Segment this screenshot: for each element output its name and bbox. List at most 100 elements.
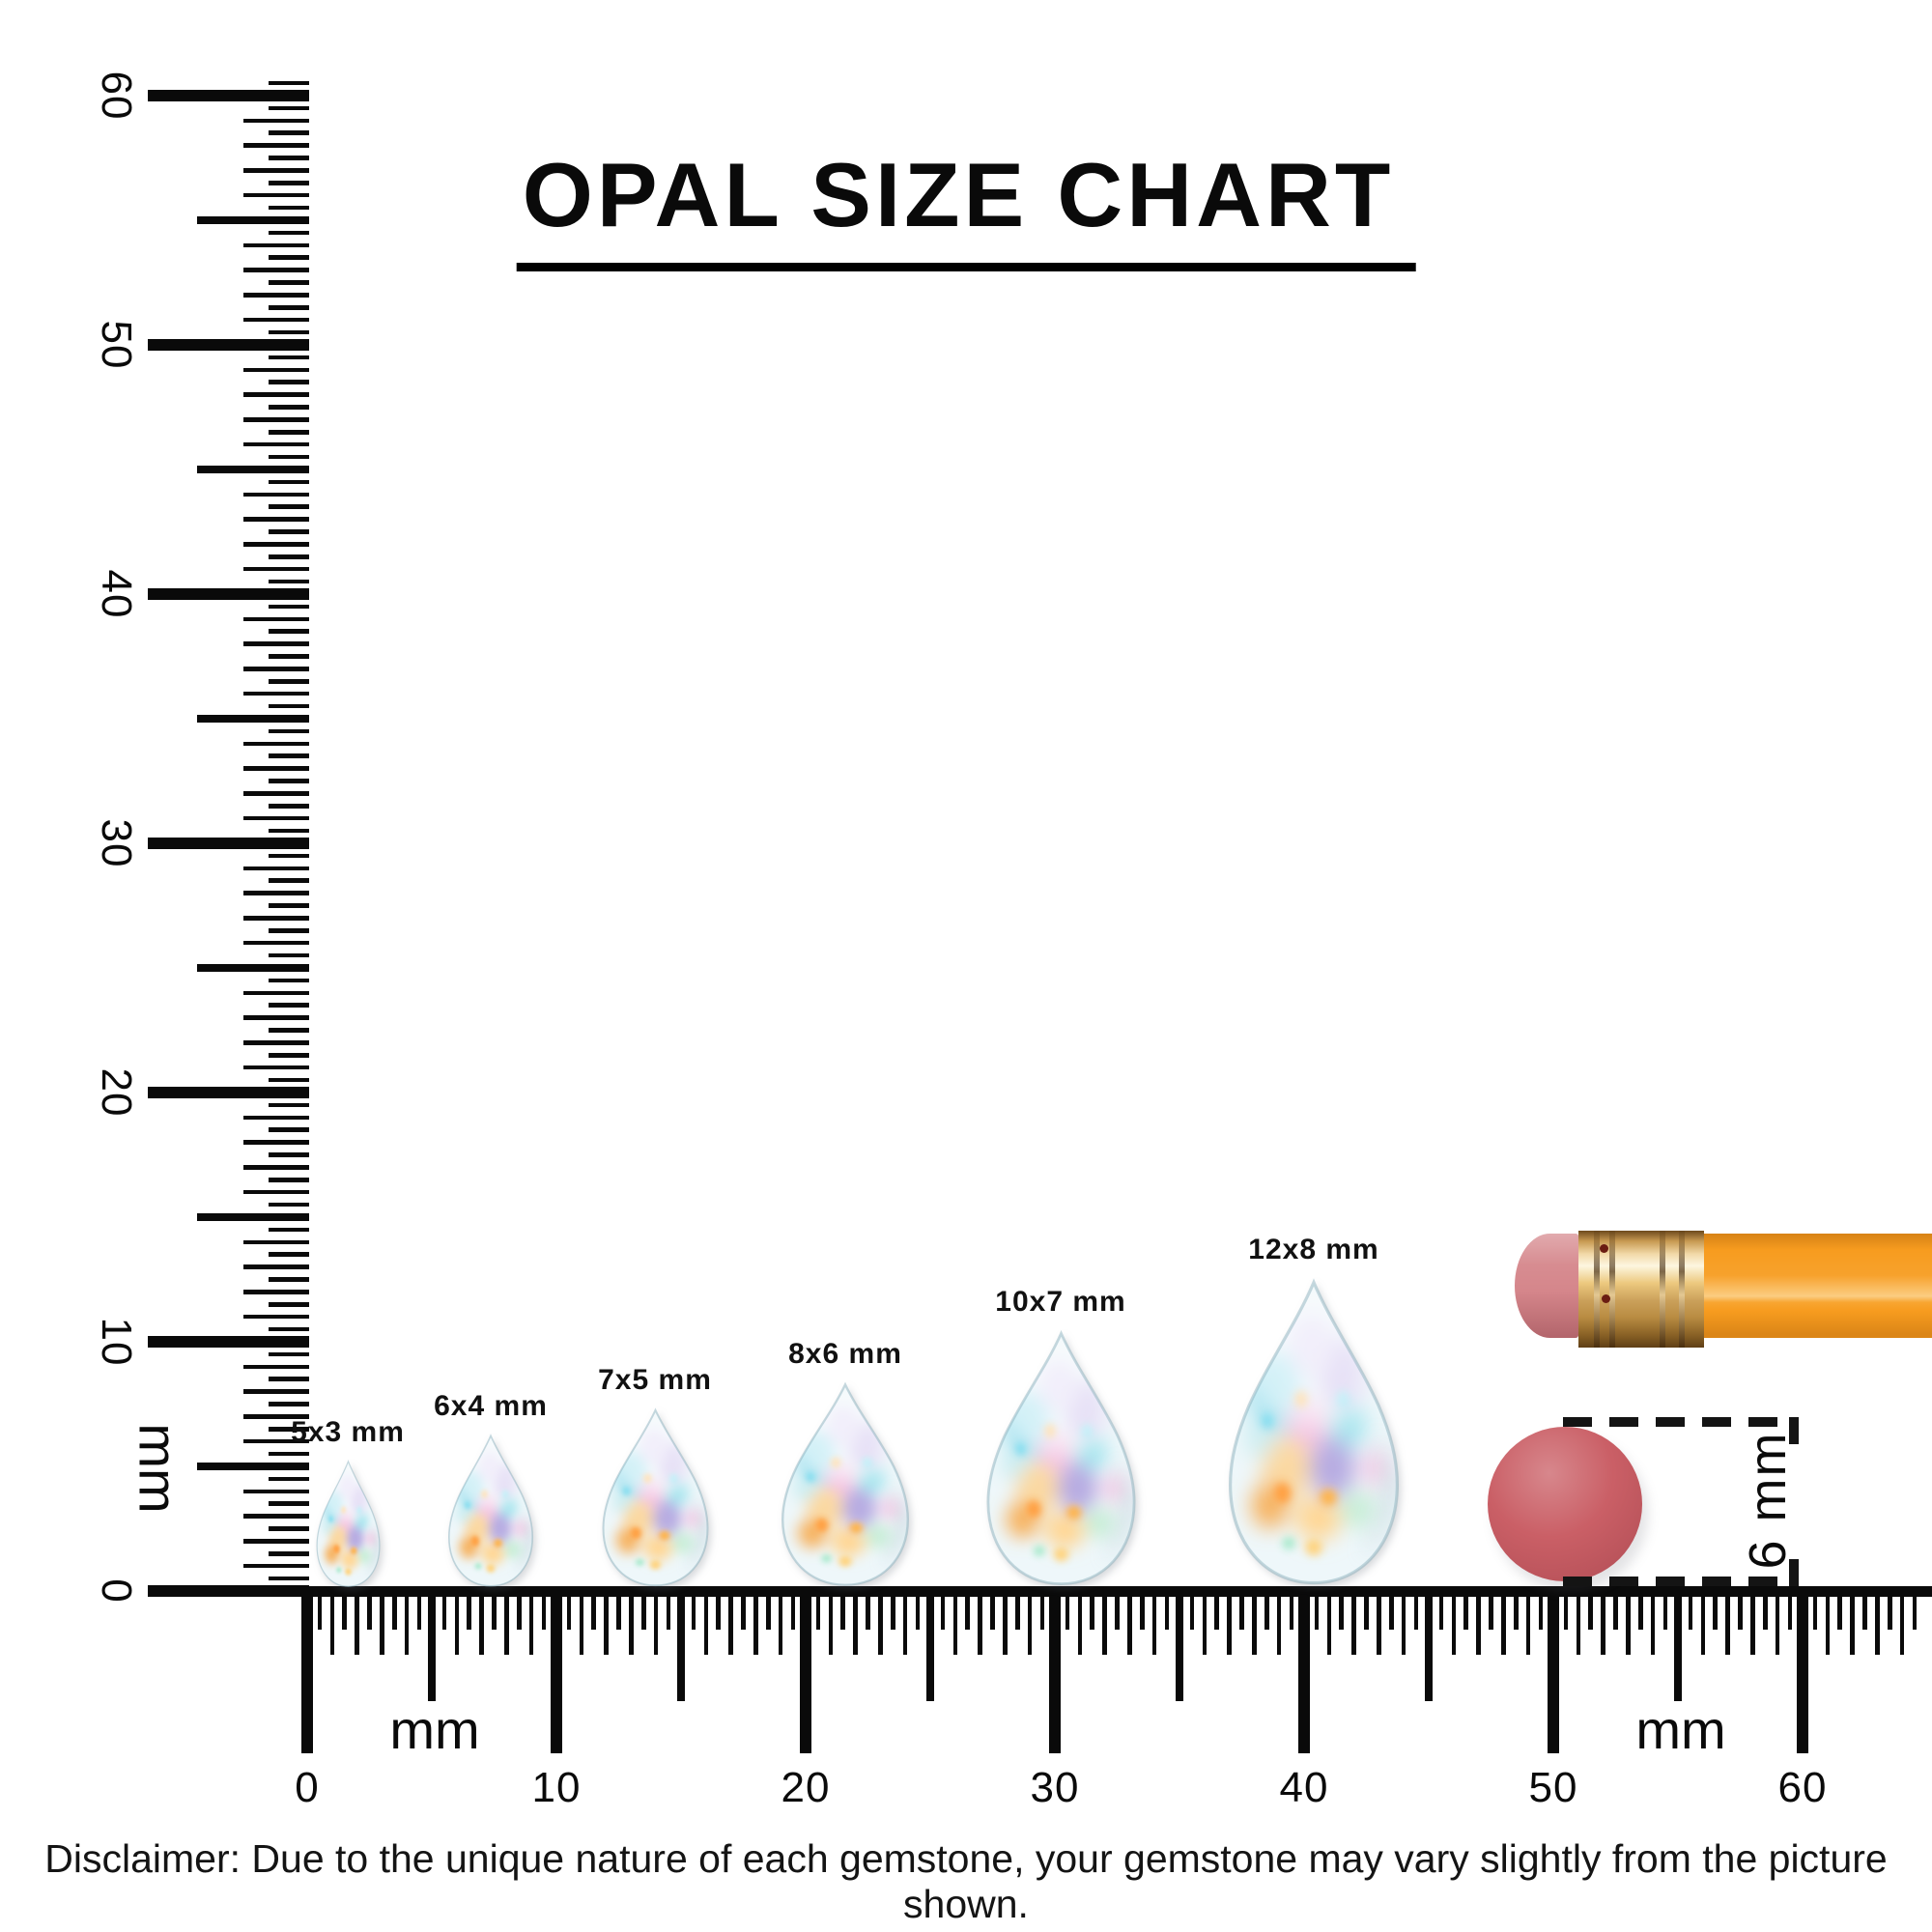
h-ruler-tick (1202, 1589, 1208, 1655)
h-ruler-tick (1289, 1589, 1294, 1630)
v-ruler-tick (269, 1526, 309, 1531)
h-ruler-tick (1601, 1589, 1605, 1655)
h-ruler-tick (1298, 1589, 1310, 1753)
h-ruler-tick (1401, 1589, 1406, 1655)
h-ruler-number: 60 (1777, 1764, 1828, 1811)
pencil-ferrule-icon (1578, 1231, 1704, 1348)
v-ruler-number: 60 (93, 71, 140, 121)
h-ruler-tick (1812, 1589, 1818, 1630)
v-ruler-number: 10 (93, 1317, 140, 1367)
v-ruler-tick (243, 1539, 309, 1544)
h-ruler-tick (1276, 1589, 1282, 1655)
v-ruler-tick (243, 1489, 309, 1494)
v-ruler-tick (269, 105, 309, 111)
h-ruler-number: 0 (295, 1764, 320, 1811)
h-ruler-tick (926, 1589, 934, 1701)
v-ruler-tick (243, 242, 309, 248)
v-ruler-tick (243, 691, 309, 696)
v-ruler-tick (243, 542, 309, 547)
opal-6x4: 6x4 mm (434, 1390, 547, 1589)
h-ruler-tick (392, 1589, 397, 1630)
v-ruler-tick (243, 1140, 309, 1145)
v-ruler-tick (148, 588, 309, 600)
h-ruler-tick (703, 1589, 709, 1655)
v-ruler-tick (269, 952, 309, 958)
disclaimer-text: Disclaimer: Due to the unique nature of … (44, 1836, 1888, 1926)
h-ruler-number: 40 (1279, 1764, 1329, 1811)
v-ruler-tick (197, 466, 309, 473)
h-ruler-tick (551, 1589, 562, 1753)
h-ruler-tick (1389, 1589, 1394, 1630)
v-ruler-tick (269, 1077, 309, 1083)
circle-diameter-label: 6 mm (1739, 1431, 1797, 1570)
v-ruler-tick (269, 230, 309, 236)
v-ruler-tick (148, 1087, 309, 1098)
h-ruler-tick (416, 1589, 422, 1630)
h-ruler-tick (853, 1589, 858, 1655)
v-ruler-tick (269, 1053, 309, 1058)
v-ruler-tick (269, 728, 309, 734)
h-ruler-tick (1377, 1589, 1381, 1655)
v-ruler-tick (269, 255, 309, 260)
h-ruler-tick (301, 1589, 313, 1753)
h-ruler-tick (866, 1589, 870, 1630)
h-ruler-tick (1176, 1589, 1183, 1701)
h-ruler-number: 10 (531, 1764, 582, 1811)
h-ruler-tick (1102, 1589, 1107, 1655)
h-ruler-tick (653, 1589, 659, 1655)
v-ruler-tick (269, 903, 309, 908)
h-ruler-tick (915, 1589, 921, 1630)
h-ruler-tick (1151, 1589, 1157, 1655)
h-ruler-tick (1413, 1589, 1419, 1630)
h-ruler-tick (1425, 1589, 1433, 1701)
v-ruler-tick (243, 1189, 309, 1195)
h-ruler-tick (317, 1589, 323, 1630)
h-ruler-tick (1003, 1589, 1008, 1655)
v-ruler-tick (243, 168, 309, 173)
h-ruler-tick (1888, 1589, 1892, 1630)
v-ruler-tick (243, 741, 309, 747)
ferrule-rivet-dot (1602, 1294, 1610, 1303)
h-ruler-tick (367, 1589, 372, 1630)
v-ruler-tick (269, 1277, 309, 1282)
v-ruler-tick (148, 1585, 309, 1597)
v-ruler-tick (243, 990, 309, 996)
v-ruler-tick (269, 1451, 309, 1457)
v-ruler-tick (269, 1402, 309, 1406)
v-ruler-tick (197, 1463, 309, 1470)
opal-7x5: 7x5 mm (590, 1364, 721, 1589)
h-ruler-tick (428, 1589, 436, 1701)
h-ruler-tick (1501, 1589, 1506, 1655)
h-ruler-tick (1862, 1589, 1867, 1630)
v-ruler-tick (243, 1290, 309, 1294)
h-ruler-tick (1525, 1589, 1531, 1655)
v-ruler-tick (148, 339, 309, 351)
h-ruler-tick (1738, 1589, 1743, 1630)
h-ruler-tick (1662, 1589, 1668, 1630)
v-ruler-tick (243, 417, 309, 422)
ferrule-crimp-ring (1594, 1231, 1600, 1348)
h-ruler-tick (978, 1589, 982, 1655)
h-ruler-tick (1613, 1589, 1618, 1630)
v-ruler-tick (269, 504, 309, 509)
h-ruler-tick (1912, 1589, 1918, 1630)
v-ruler-tick (269, 80, 309, 86)
v-ruler-tick (243, 1115, 309, 1121)
h-ruler-tick (766, 1589, 771, 1630)
v-ruler-tick (269, 604, 309, 610)
h-ruler-tick (528, 1589, 534, 1655)
v-ruler-tick (269, 1178, 309, 1182)
v-ruler-tick (269, 878, 309, 883)
h-ruler-tick (641, 1589, 646, 1630)
v-ruler-tick (243, 641, 309, 646)
h-ruler-tick (828, 1589, 834, 1655)
measure-dashed-endcap-top (1789, 1417, 1799, 1444)
h-ruler-tick (541, 1589, 547, 1630)
h-ruler-tick (1077, 1589, 1083, 1655)
h-ruler-tick (965, 1589, 970, 1630)
h-ruler-tick (1548, 1589, 1559, 1753)
v-ruler-tick (269, 654, 309, 659)
h-ruler-tick (1314, 1589, 1320, 1630)
h-ruler-tick (1264, 1589, 1269, 1630)
opal-gem-image (767, 1380, 923, 1589)
